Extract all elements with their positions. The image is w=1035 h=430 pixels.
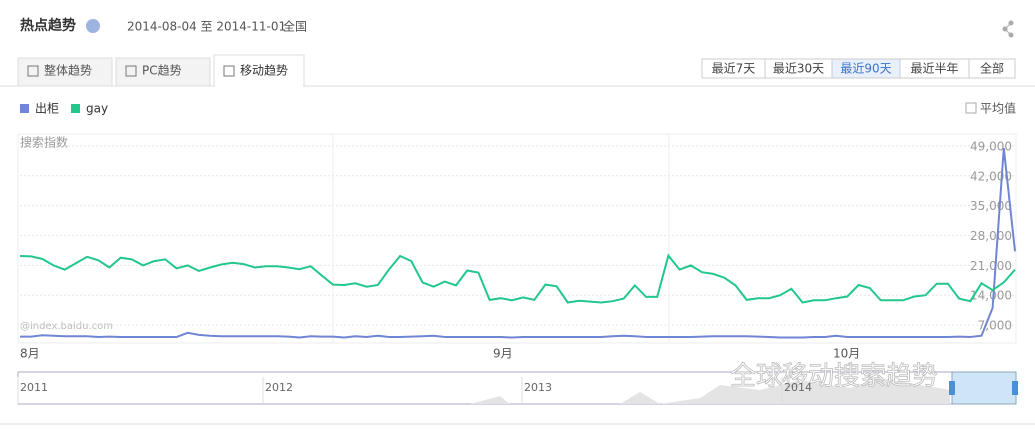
x-tick-label: 8月 xyxy=(20,347,40,361)
tab[interactable] xyxy=(17,57,113,87)
tab-label: PC趋势 xyxy=(142,64,182,78)
average-label: 平均值 xyxy=(980,101,1016,116)
legend-label: gay xyxy=(86,102,108,116)
tab-icon xyxy=(125,65,137,77)
y-tick-label: 21,000 xyxy=(970,259,1012,273)
overview-handle[interactable] xyxy=(949,381,955,395)
legend-label: 出柜 xyxy=(35,102,59,116)
series-line xyxy=(20,147,1016,339)
share-icon[interactable] xyxy=(1002,20,1014,38)
series-line xyxy=(19,253,1016,304)
tab[interactable] xyxy=(115,57,211,87)
overlay-text: 全球移动搜索趋势 xyxy=(730,362,938,392)
region: 全国 xyxy=(283,19,307,34)
tab-label: 移动趋势 xyxy=(240,64,288,78)
overview-year: 2013 xyxy=(524,381,552,394)
x-tick-label: 9月 xyxy=(493,347,513,361)
tab[interactable] xyxy=(213,54,305,87)
overview-selection[interactable] xyxy=(951,371,1017,405)
range-button[interactable] xyxy=(968,58,1016,79)
range-label: 全部 xyxy=(980,61,1004,76)
help-icon[interactable] xyxy=(86,19,100,33)
y-axis-label: 搜索指数 xyxy=(20,135,68,150)
plot-frame xyxy=(17,133,1017,344)
range-label: 最近半年 xyxy=(910,62,958,76)
y-tick-label: 28,000 xyxy=(970,229,1012,243)
overview-year: 2012 xyxy=(265,381,293,394)
range-label: 最近7天 xyxy=(712,62,756,76)
tab-icon xyxy=(223,65,235,77)
y-tick-label: 49,000 xyxy=(970,139,1012,153)
overview-year: 2011 xyxy=(20,381,48,394)
y-tick-label: 14,000 xyxy=(970,289,1012,303)
legend-swatch xyxy=(20,104,29,113)
tab-label: 整体趋势 xyxy=(44,63,92,78)
x-tick-label: 10月 xyxy=(833,347,860,361)
range-label: 最近90天 xyxy=(840,62,891,76)
stroke xyxy=(1004,22,1012,30)
range-label: 最近30天 xyxy=(773,62,824,76)
overview-area xyxy=(470,378,950,404)
stroke xyxy=(1004,28,1012,36)
tab-icon xyxy=(27,65,39,77)
legend-swatch xyxy=(71,104,81,113)
y-tick-label: 35,000 xyxy=(970,199,1012,213)
watermark: @index.baidu.com xyxy=(20,321,113,332)
average-checkbox[interactable] xyxy=(965,102,977,114)
overview-handle[interactable] xyxy=(1012,381,1018,395)
overview-year: 2014 xyxy=(784,381,812,394)
date-range: 2014-08-04 至 2014-11-01 xyxy=(127,20,286,34)
title: 热点趋势 xyxy=(20,17,76,34)
